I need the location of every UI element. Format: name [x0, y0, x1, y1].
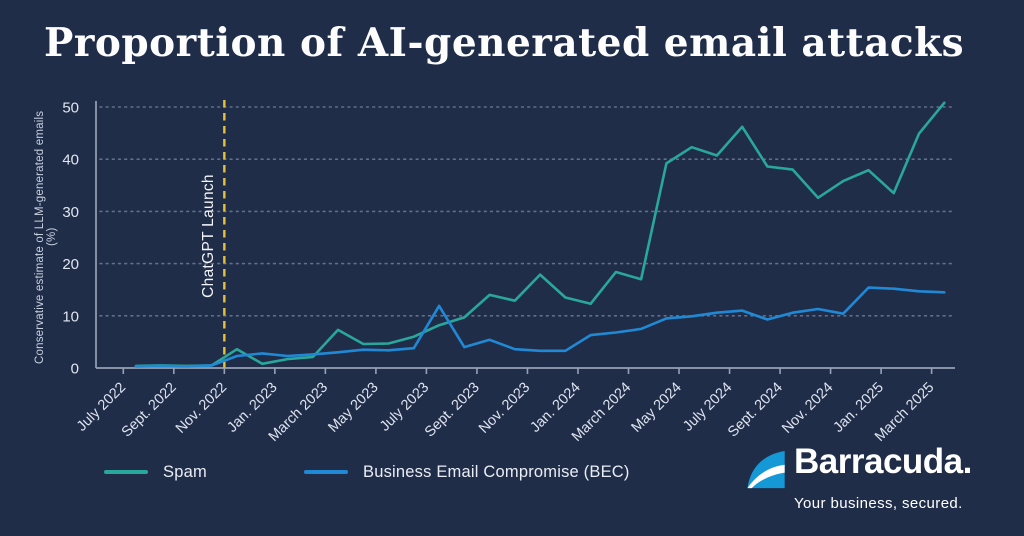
y-tick-label: 20 [62, 256, 79, 273]
spam-series-line [134, 101, 946, 368]
legend-item-spam: Spam [104, 462, 207, 481]
logo-tagline: Your business, secured. [794, 495, 963, 512]
x-tick-label: Nov. 2023 [476, 380, 533, 437]
x-tick-label: May 2024 [629, 380, 685, 436]
spam-line-swatch [104, 470, 148, 474]
x-tick-label: Sept. 2023 [422, 380, 483, 441]
x-tick-label: May 2023 [325, 380, 381, 436]
legend-label-spam: Spam [163, 462, 207, 481]
chatgpt-launch-label: ChatGPT Launch [200, 174, 217, 298]
barracuda-branding: Barracuda. Your business, secured. [744, 444, 1004, 524]
logo-wordmark: Barracuda. [794, 442, 972, 481]
x-tick-label: Nov. 2022 [173, 380, 230, 437]
y-tick-label: 40 [62, 152, 79, 169]
y-tick-label: 50 [62, 100, 79, 117]
page-title: Proportion of AI-generated email attacks [44, 20, 965, 66]
legend-label-bec: Business Email Compromise (BEC) [363, 462, 630, 481]
x-tick-label: Sept. 2022 [119, 380, 180, 441]
logo-row: Barracuda. [744, 444, 1004, 491]
y-tick-label: 10 [62, 308, 79, 325]
x-tick-label: Sept. 2024 [725, 380, 786, 441]
x-tick-label: Nov. 2024 [779, 380, 836, 437]
y-tick-label: 30 [62, 204, 79, 221]
barracuda-fin-icon [747, 450, 785, 489]
legend-item-bec: Business Email Compromise (BEC) [304, 462, 630, 481]
bec-line-swatch [304, 470, 348, 474]
bec-series-line [134, 286, 946, 368]
y-axis-title: Conservative estimate of LLM-generated e… [34, 110, 58, 364]
y-tick-label: 0 [71, 361, 79, 378]
